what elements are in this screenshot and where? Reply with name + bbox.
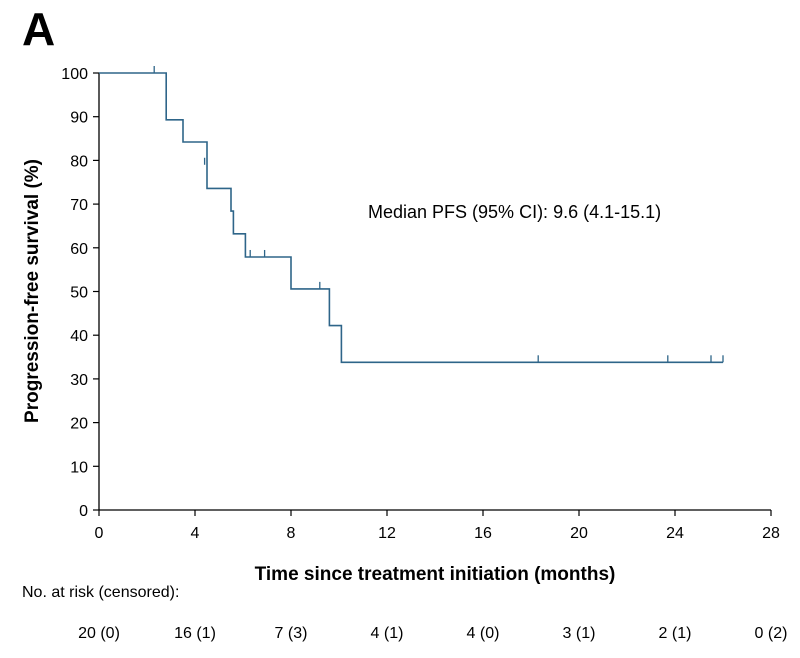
y-tick-label: 40 [70, 328, 88, 345]
y-axis-label: Progression-free survival (%) [22, 159, 43, 423]
x-tick-label: 0 [95, 525, 104, 542]
y-tick-label: 100 [61, 66, 88, 83]
risk-cell: 4 (0) [466, 625, 500, 642]
risk-cell: 16 (1) [174, 625, 216, 642]
risk-cell: 3 (1) [562, 625, 596, 642]
y-tick-label: 70 [70, 197, 88, 214]
median-pfs-annotation: Median PFS (95% CI): 9.6 (4.1-15.1) [368, 202, 661, 222]
y-tick-label: 20 [70, 416, 88, 433]
risk-cell: 0 (2) [754, 625, 788, 642]
x-axis-label: Time since treatment initiation (months) [255, 564, 616, 585]
risk-cell: 7 (3) [274, 625, 308, 642]
survival-curve-layer [99, 66, 724, 364]
y-tick-label: 10 [70, 459, 88, 476]
x-tick-label: 8 [287, 525, 296, 542]
y-tick-label: 90 [70, 110, 88, 127]
risk-cell: 2 (1) [658, 625, 692, 642]
y-tick-label: 0 [79, 503, 88, 520]
x-tick-label: 4 [191, 525, 200, 542]
panel-letter: A [22, 3, 56, 55]
risk-cell: 20 (0) [78, 625, 120, 642]
y-tick-label: 80 [70, 153, 88, 170]
x-tick-label: 20 [570, 525, 588, 542]
x-tick-label: 24 [666, 525, 684, 542]
y-tick-label: 30 [70, 372, 88, 389]
y-tick-label: 50 [70, 285, 88, 302]
survival-curve [99, 72, 723, 364]
risk-table-title: No. at risk (censored): [22, 584, 180, 601]
x-tick-label: 16 [474, 525, 492, 542]
risk-cell: 4 (1) [370, 625, 404, 642]
axes: 0 4 8 12 16 20 24 28 0 10 20 30 40 50 60 70 80 90 100 [61, 66, 780, 542]
x-tick-label: 12 [378, 525, 396, 542]
y-tick-label: 60 [70, 241, 88, 258]
x-tick-label: 28 [762, 525, 780, 542]
